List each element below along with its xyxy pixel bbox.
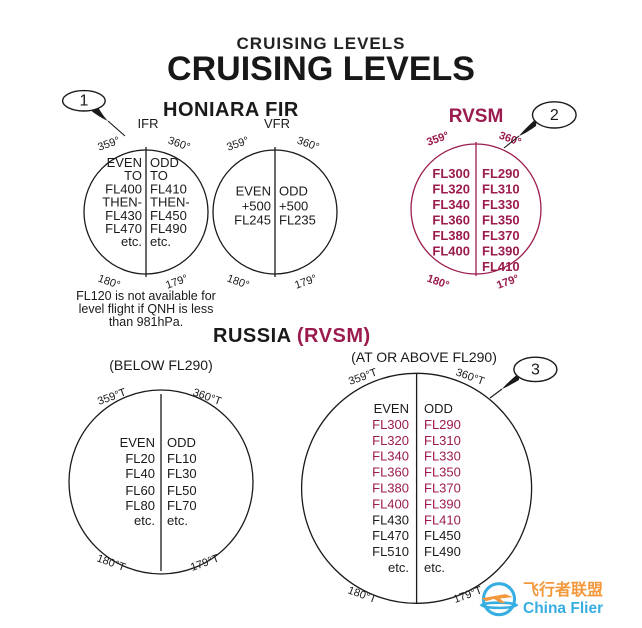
svg-text:FL340: FL340	[432, 197, 470, 212]
svg-text:FL350: FL350	[482, 213, 520, 228]
svg-text:FL450: FL450	[424, 528, 461, 543]
svg-text:FL370: FL370	[482, 228, 520, 243]
svg-text:359°T: 359°T	[347, 366, 379, 387]
svg-text:360°: 360°	[295, 135, 320, 154]
svg-text:FL60: FL60	[125, 483, 155, 498]
svg-text:FL50: FL50	[167, 483, 197, 498]
svg-text:FL360: FL360	[432, 213, 470, 228]
svg-text:FL70: FL70	[167, 498, 197, 513]
svg-text:+500: +500	[242, 199, 271, 214]
svg-text:1: 1	[79, 93, 88, 110]
svg-text:2: 2	[550, 107, 559, 124]
svg-text:FL320: FL320	[432, 182, 470, 197]
svg-text:180°T: 180°T	[346, 585, 378, 606]
svg-text:FL400: FL400	[432, 244, 470, 259]
svg-text:FL235: FL235	[279, 213, 316, 228]
svg-text:FL30: FL30	[167, 466, 197, 481]
svg-text:etc.: etc.	[121, 234, 142, 249]
svg-text:etc.: etc.	[388, 560, 409, 575]
svg-text:FL390: FL390	[482, 244, 520, 259]
svg-text:179°T: 179°T	[189, 552, 221, 573]
svg-text:FL410: FL410	[482, 259, 520, 274]
svg-text:FL300: FL300	[432, 166, 470, 181]
svg-text:FL410: FL410	[424, 512, 461, 527]
svg-text:level flight if QNH is less: level flight if QNH is less	[79, 302, 214, 316]
svg-text:FL510: FL510	[372, 544, 409, 559]
svg-text:than 981hPa.: than 981hPa.	[109, 315, 183, 329]
svg-text:FL430: FL430	[372, 512, 409, 527]
svg-text:FL350: FL350	[424, 465, 461, 480]
svg-text:IFR: IFR	[138, 116, 159, 131]
svg-text:180°T: 180°T	[95, 553, 127, 574]
svg-text:FL290: FL290	[482, 166, 520, 181]
svg-text:VFR: VFR	[264, 116, 290, 131]
svg-text:ODD: ODD	[279, 184, 308, 199]
svg-text:FL330: FL330	[482, 197, 520, 212]
svg-text:etc.: etc.	[167, 513, 188, 528]
svg-text:EVEN: EVEN	[120, 435, 155, 450]
svg-text:3: 3	[531, 362, 540, 379]
svg-text:(AT OR ABOVE FL290): (AT OR ABOVE FL290)	[351, 349, 497, 365]
svg-text:359°: 359°	[225, 135, 250, 154]
svg-text:etc.: etc.	[134, 513, 155, 528]
svg-text:FL20: FL20	[125, 451, 155, 466]
svg-text:etc.: etc.	[150, 234, 171, 249]
svg-text:179°: 179°	[293, 273, 318, 292]
svg-text:FL245: FL245	[234, 213, 271, 228]
svg-text:180°: 180°	[425, 273, 450, 292]
svg-text:ODD: ODD	[424, 401, 453, 416]
svg-text:FL290: FL290	[424, 417, 461, 432]
svg-text:359°: 359°	[96, 135, 121, 154]
svg-text:FL340: FL340	[372, 449, 409, 464]
svg-text:180°: 180°	[225, 273, 250, 292]
svg-text:+500: +500	[279, 199, 308, 214]
svg-text:ODD: ODD	[167, 435, 196, 450]
svg-text:360°T: 360°T	[454, 367, 486, 388]
svg-text:FL390: FL390	[424, 496, 461, 511]
svg-text:FL330: FL330	[424, 449, 461, 464]
svg-text:FL360: FL360	[372, 465, 409, 480]
svg-text:FL400: FL400	[372, 496, 409, 511]
svg-text:FL320: FL320	[372, 433, 409, 448]
svg-text:EVEN: EVEN	[374, 401, 409, 416]
svg-text:FL10: FL10	[167, 451, 197, 466]
svg-text:360°: 360°	[166, 135, 191, 154]
svg-text:FL310: FL310	[482, 182, 520, 197]
svg-text:FL80: FL80	[125, 498, 155, 513]
svg-text:FL490: FL490	[424, 544, 461, 559]
svg-text:etc.: etc.	[424, 560, 445, 575]
svg-text:EVEN: EVEN	[236, 184, 271, 199]
svg-text:FL300: FL300	[372, 417, 409, 432]
svg-text:FL380: FL380	[372, 481, 409, 496]
svg-text:FL310: FL310	[424, 433, 461, 448]
svg-text:179°: 179°	[495, 273, 520, 292]
svg-text:360°T: 360°T	[191, 387, 223, 408]
svg-text:359°: 359°	[425, 130, 450, 149]
svg-text:FL470: FL470	[372, 528, 409, 543]
svg-text:FL370: FL370	[424, 481, 461, 496]
svg-text:FL380: FL380	[432, 228, 470, 243]
svg-text:(BELOW FL290): (BELOW FL290)	[109, 357, 212, 373]
svg-text:360°: 360°	[497, 130, 522, 149]
svg-text:FL120 is not available for: FL120 is not available for	[76, 289, 216, 303]
svg-text:FL40: FL40	[125, 466, 155, 481]
